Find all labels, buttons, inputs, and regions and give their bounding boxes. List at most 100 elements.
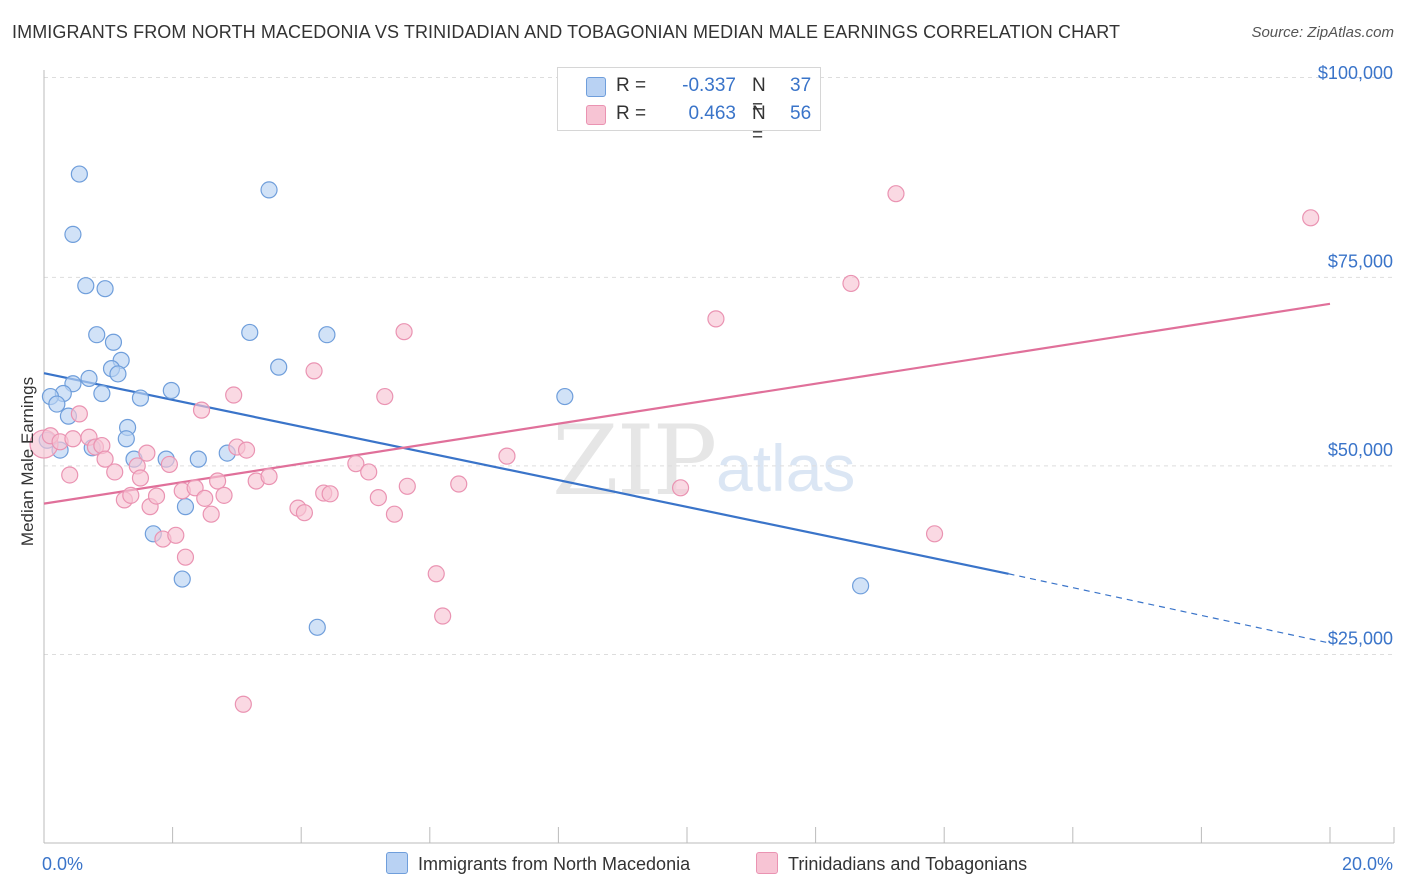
trinidad-point (160, 455, 178, 474)
trinidad-point (202, 505, 220, 523)
bottom-legend-label: Trinidadians and Tobagonians (788, 854, 1028, 874)
legend-n-label: N = (752, 75, 766, 118)
bottom-legend-trinidad: Trinidadians and Tobagonians (756, 852, 1027, 875)
trinidad-point (209, 472, 227, 490)
y-tick-label: $100,000 (1318, 63, 1393, 83)
trinidad-point (186, 479, 204, 497)
y-tick-label: $25,000 (1328, 628, 1393, 648)
macedonia-point (96, 280, 114, 298)
trinidad-point (376, 387, 394, 406)
trinidad-point (1302, 209, 1320, 227)
trinidad-point (498, 447, 516, 465)
macedonia-point (88, 326, 106, 344)
trinidad-point (842, 274, 860, 293)
trinidad-point (96, 450, 114, 468)
trinidad-point (321, 485, 339, 503)
bottom-legend-macedonia: Immigrants from North Macedonia (386, 852, 690, 875)
macedonia-point (109, 365, 127, 383)
bottom-legend-swatch-pink (756, 852, 778, 874)
bottom-legend-label: Immigrants from North Macedonia (418, 854, 691, 874)
macedonia-point (189, 450, 207, 468)
macedonia-point (80, 369, 98, 388)
trinidad-point (106, 463, 124, 481)
trinidad-point (295, 504, 314, 522)
watermark-zip: ZIP (552, 405, 717, 517)
trinidad-point (671, 479, 690, 497)
macedonia-trend-line (43, 372, 1009, 575)
legend-n-value: 37 (790, 75, 812, 96)
legend-r-value: -0.337 (682, 75, 736, 96)
chart-source: Source: ZipAtlas.com (1251, 24, 1394, 41)
trinidad-point (225, 386, 243, 404)
trinidad-point (138, 444, 156, 462)
trinidad-point (122, 486, 140, 504)
macedonia-point (93, 384, 111, 403)
legend-n-value: 56 (790, 103, 812, 124)
trinidad-point (215, 486, 233, 504)
legend-r-label: R = (616, 103, 647, 124)
trinidad-point (176, 548, 195, 566)
macedonia-point (176, 498, 195, 516)
legend-n-label: N = (752, 103, 766, 146)
x-tick-label: 0.0% (42, 854, 83, 874)
trinidad-point (237, 441, 256, 459)
trinidad-point (61, 466, 79, 484)
macedonia-trend-extension (1008, 573, 1331, 644)
y-axis-label: Median Male Earnings (18, 377, 37, 546)
trinidad-point (192, 401, 211, 419)
trinidad-point (167, 526, 185, 544)
trinidad-point (398, 477, 416, 495)
x-tick-label: 20.0% (1342, 854, 1393, 874)
y-tick-label: $75,000 (1328, 251, 1393, 271)
trinidad-point (427, 565, 445, 583)
macedonia-point (64, 225, 82, 244)
macedonia-point (162, 381, 180, 400)
trinidad-point (385, 505, 404, 523)
trinidad-point (707, 310, 725, 328)
macedonia-point (70, 165, 88, 183)
data-points (29, 165, 1320, 713)
trinidad-point (887, 185, 905, 203)
trinidad-point (131, 469, 150, 487)
macedonia-point (104, 333, 123, 351)
axis-labels: $25,000 $50,000 $75,000 $100,000 0.0% 20.0% Me… (18, 63, 1393, 874)
macedonia-point (173, 570, 191, 588)
bottom-legend-swatch-blue (386, 852, 408, 874)
macedonia-point (117, 430, 135, 448)
chart-title: IMMIGRANTS FROM NORTH MACEDONIA VS TRINI… (12, 22, 1121, 42)
trinidad-point (64, 430, 82, 448)
macedonia-point (131, 389, 150, 407)
trinidad-point (347, 455, 365, 473)
trinidad-trend-line (43, 302, 1331, 505)
trinidad-point (234, 695, 252, 713)
correlation-legend: R = -0.337 N = 37 R = 0.463 N = 56 (557, 67, 821, 146)
trinidad-point (360, 463, 378, 481)
macedonia-point (270, 358, 288, 376)
macedonia-point (556, 387, 574, 406)
watermark-atlas: atlas (716, 431, 856, 505)
y-tick-label: $50,000 (1328, 440, 1393, 460)
trinidad-point (260, 467, 278, 486)
macedonia-point (308, 618, 326, 636)
trinidad-point (450, 475, 468, 493)
trinidad-point (369, 489, 387, 507)
trinidad-point (196, 489, 214, 507)
trinidad-point (147, 487, 166, 505)
macedonia-point (77, 277, 95, 295)
trinidad-point (434, 607, 452, 625)
trinidad-point (925, 525, 944, 543)
trinidad-point (305, 362, 323, 380)
legend-r-value: 0.463 (688, 103, 736, 124)
trend-lines (43, 302, 1331, 644)
macedonia-point (48, 395, 66, 413)
trinidad-point (395, 323, 413, 341)
legend-swatch-blue (586, 77, 606, 97)
legend-r-label: R = (616, 75, 647, 96)
legend-swatch-pink (586, 105, 606, 125)
macedonia-point (260, 181, 278, 199)
macedonia-point (241, 323, 259, 342)
macedonia-point (318, 326, 336, 344)
trinidad-point (70, 405, 88, 423)
macedonia-point (852, 577, 870, 595)
